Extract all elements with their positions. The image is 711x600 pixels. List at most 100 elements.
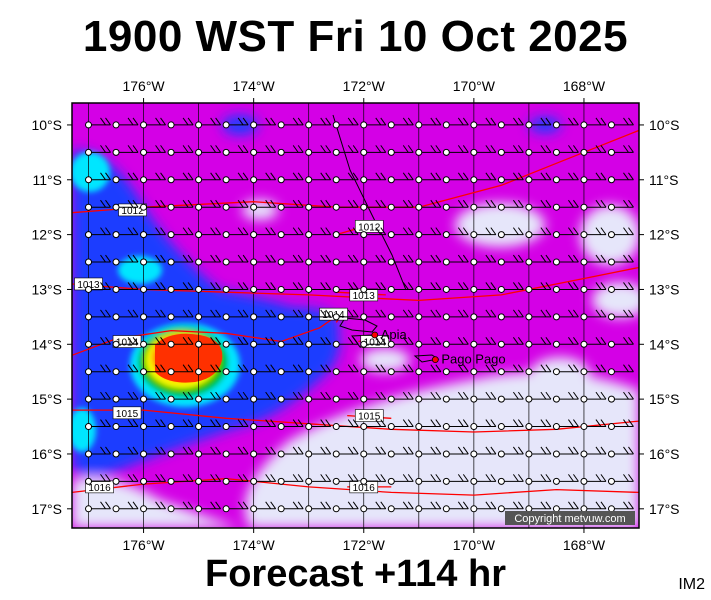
barb-station (607, 148, 615, 156)
barb-feather (242, 282, 249, 290)
barb-feather (105, 474, 111, 482)
barb-feather (600, 254, 607, 263)
barb-station (332, 148, 340, 156)
wind-barb (140, 199, 166, 211)
barb-station (167, 258, 175, 266)
wind-barb (442, 254, 469, 266)
lat-label-right: 17°S (649, 501, 680, 517)
barb-station (277, 176, 285, 184)
barb-feather (623, 282, 629, 290)
barb-station (497, 423, 505, 431)
barb-station (525, 176, 533, 184)
barb-feather (265, 282, 272, 290)
barb-feather (512, 336, 519, 345)
barb-station (387, 148, 395, 156)
barb-feather (430, 117, 437, 126)
wind-barb (222, 227, 249, 239)
wind-barb (607, 336, 634, 348)
barb-feather (210, 446, 217, 455)
wind-barb (85, 227, 111, 239)
barb-feather (297, 282, 304, 290)
lon-label-bottom: 172°W (343, 537, 386, 553)
barb-feather (270, 391, 277, 400)
wind-barb (167, 145, 194, 156)
barb-feather (430, 254, 437, 263)
barb-station (497, 368, 505, 376)
barb-feather (210, 501, 217, 510)
barb-feather (160, 364, 166, 373)
wind-barb (497, 419, 524, 431)
barb-station (167, 477, 175, 485)
barb-station (442, 340, 450, 348)
barb-feather (490, 446, 497, 455)
barb-station (140, 395, 148, 403)
barb-station (607, 203, 615, 211)
wind-barb (195, 254, 222, 266)
barb-station (552, 231, 560, 239)
barb-station (140, 340, 148, 348)
barb-feather (105, 227, 111, 235)
barb-station (222, 231, 230, 239)
wind-barb (305, 282, 332, 293)
isobar-label-text: 1014 (116, 338, 139, 349)
barb-feather (435, 309, 442, 318)
wind-barb (580, 117, 607, 129)
barb-station (360, 395, 368, 403)
barb-feather (517, 172, 524, 181)
barb-feather (595, 172, 602, 181)
barb-station (442, 148, 450, 156)
barb-feather (215, 336, 222, 345)
barb-feather (485, 391, 492, 400)
wind-barb (442, 336, 469, 348)
barb-feather (435, 117, 442, 126)
wind-barb (250, 501, 277, 513)
city-marker: Pago Pago (431, 352, 506, 367)
wind-barb (552, 227, 579, 239)
barb-feather (623, 172, 629, 181)
barb-feather (573, 391, 579, 400)
barb-station (470, 258, 478, 266)
barb-feather (435, 446, 442, 455)
lon-label-bottom: 176°W (122, 537, 165, 553)
barb-station (552, 258, 560, 266)
barb-station (415, 313, 423, 321)
barb-feather (100, 117, 106, 126)
barb-feather (568, 364, 574, 373)
barb-feather (402, 282, 409, 290)
barb-station (387, 395, 395, 403)
barb-feather (187, 336, 194, 345)
barb-station (222, 313, 230, 321)
barb-feather (430, 227, 437, 235)
barb-feather (160, 474, 166, 482)
barb-station (85, 285, 93, 293)
barb-feather (430, 474, 437, 482)
wind-barb (497, 336, 524, 348)
wind-barb (580, 474, 607, 485)
wind-barb (167, 446, 194, 458)
barb-station (305, 176, 313, 184)
barb-feather (568, 145, 574, 153)
wind-barb (525, 474, 552, 485)
barb-feather (325, 419, 332, 427)
wind-barb (85, 282, 111, 293)
wind-barb (222, 474, 249, 485)
barb-feather (292, 309, 299, 318)
barb-feather (155, 227, 161, 235)
barb-station (552, 121, 560, 129)
wind-barb (85, 199, 111, 211)
barb-station (112, 231, 120, 239)
barb-station (442, 121, 450, 129)
barb-feather (595, 364, 602, 373)
barb-feather (430, 199, 437, 208)
barb-feather (435, 474, 442, 482)
barb-feather (132, 364, 139, 373)
barb-feather (628, 336, 634, 345)
barb-feather (457, 172, 464, 181)
barb-feather (595, 446, 602, 455)
wind-barb (140, 501, 166, 513)
wind-barb (250, 391, 277, 403)
barb-feather (623, 227, 629, 235)
barb-feather (402, 336, 409, 345)
barb-feather (187, 364, 194, 373)
wind-barb (277, 336, 304, 348)
